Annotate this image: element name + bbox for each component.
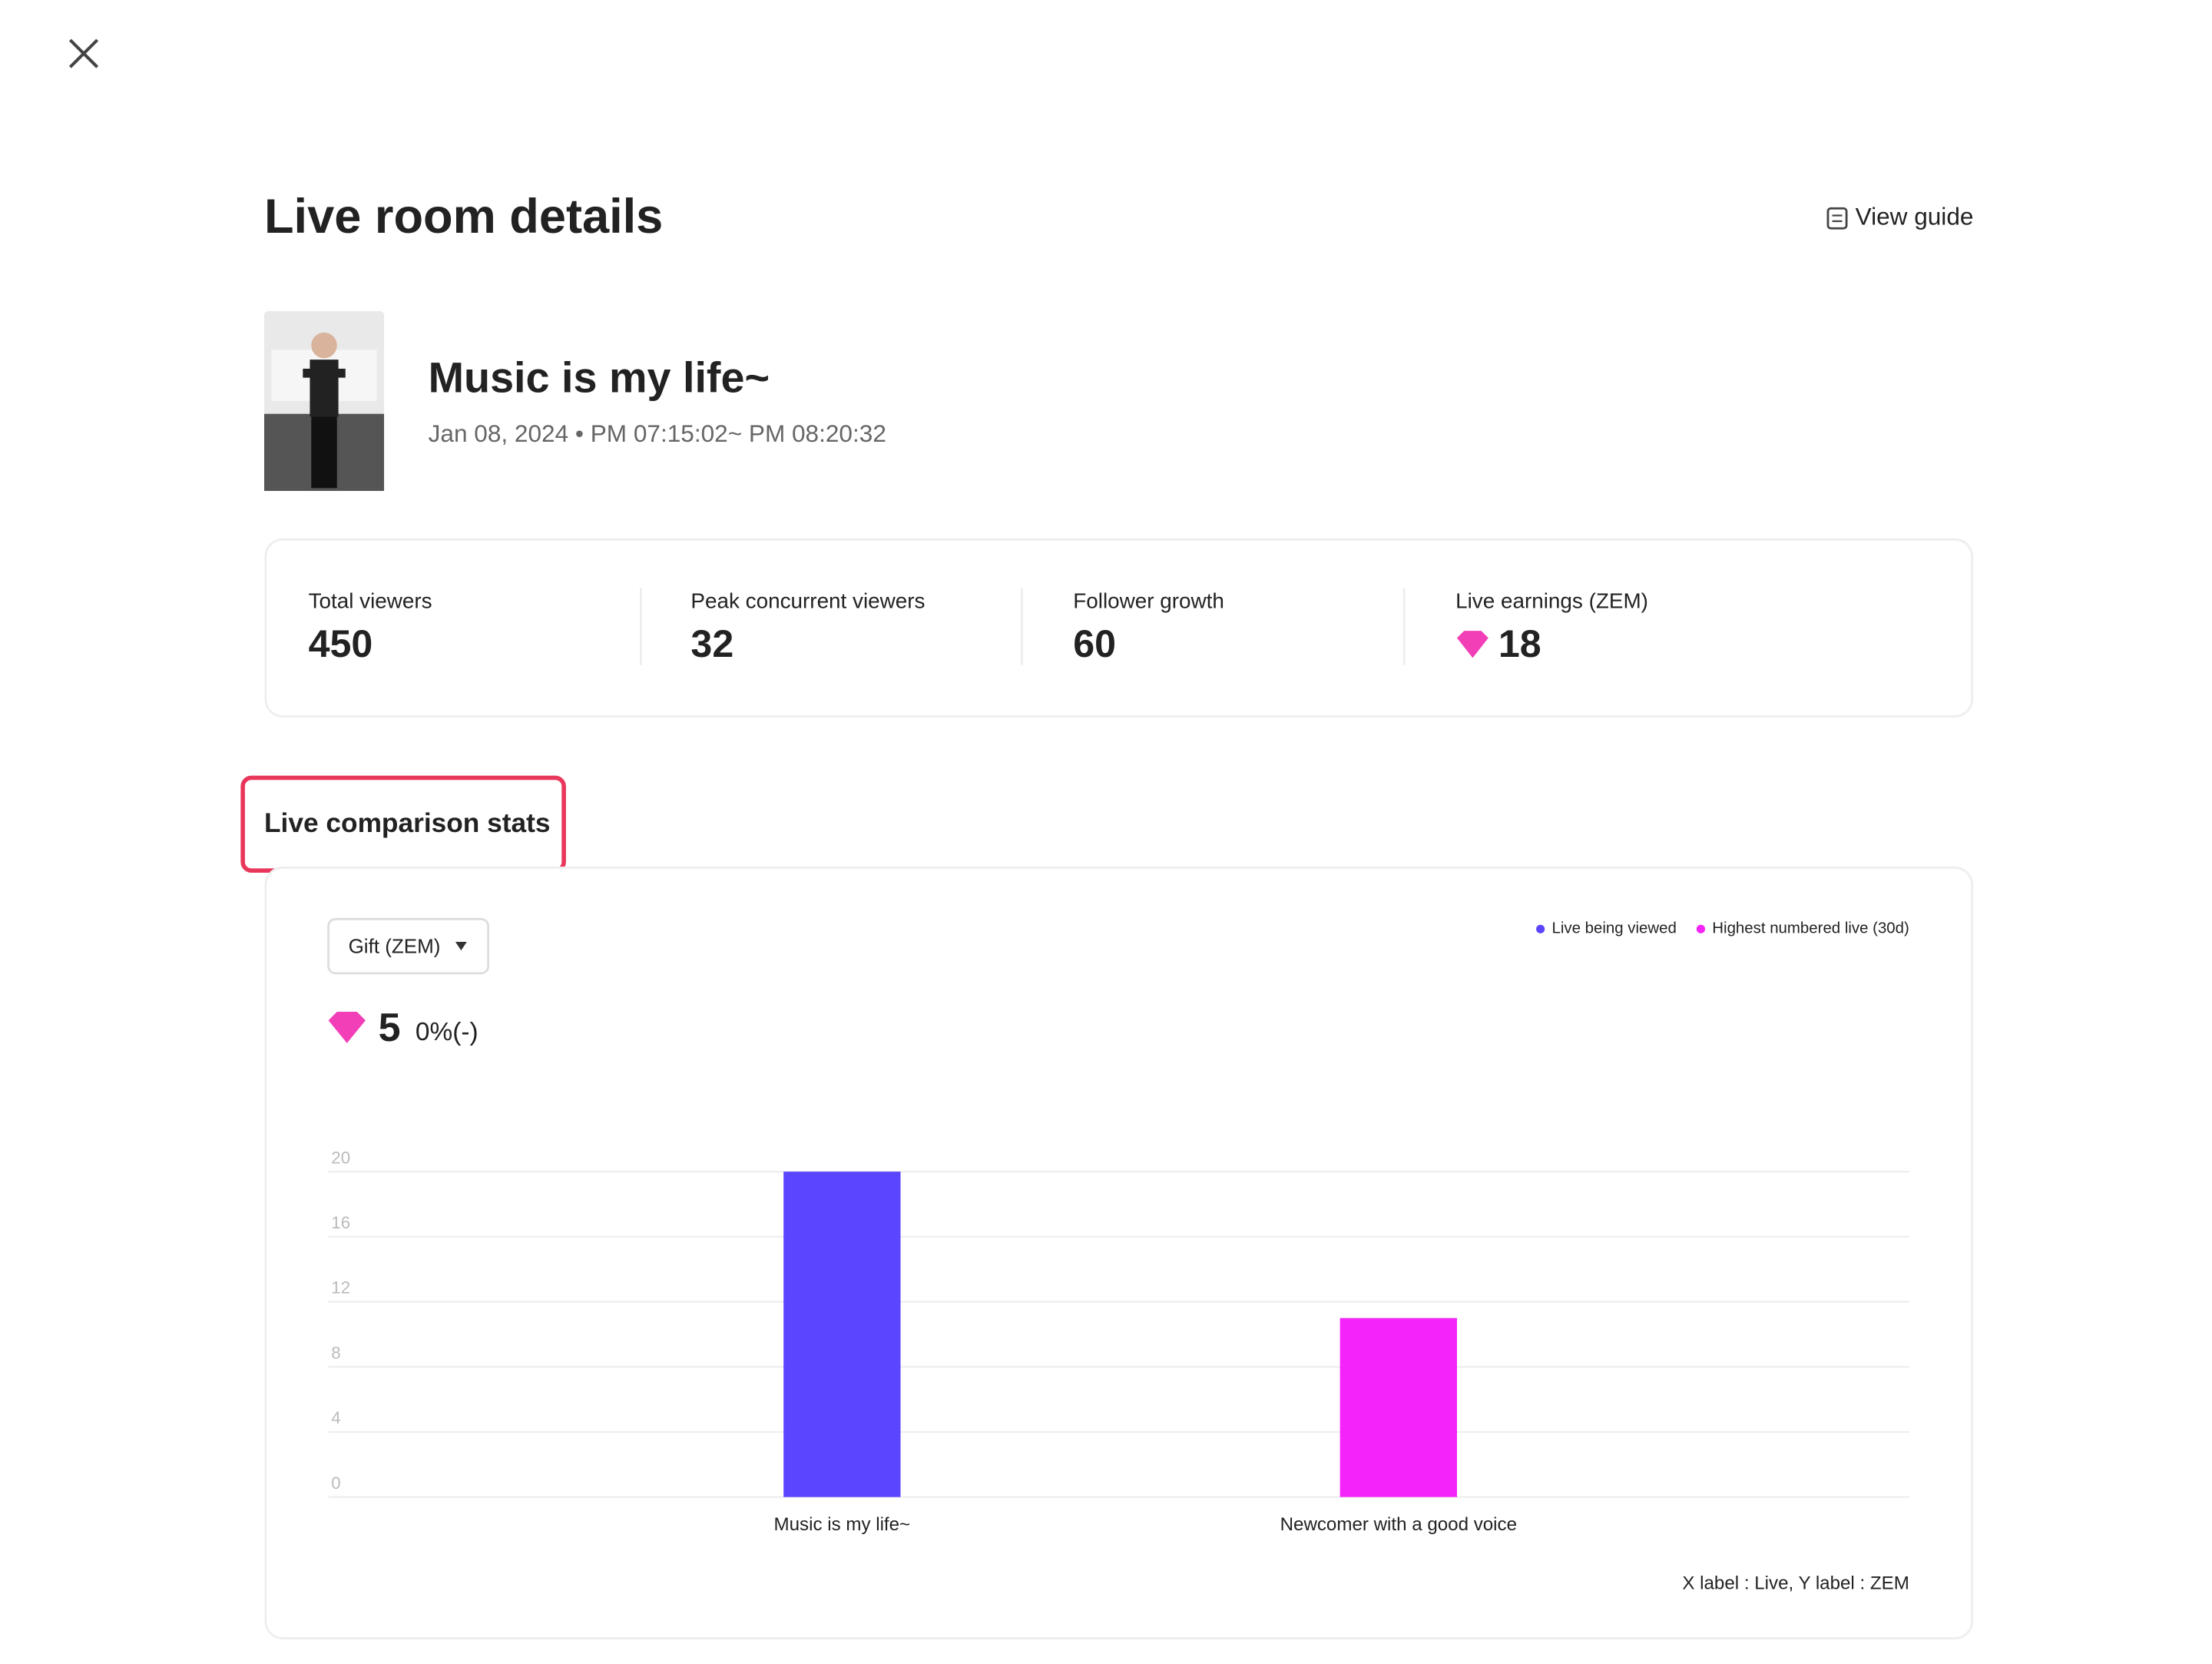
metric-value: 5 [379, 1006, 401, 1050]
y-tick-label: 4 [331, 1408, 340, 1427]
stat-label: Live earnings (ZEM) [1455, 588, 1648, 612]
x-tick-label: Newcomer with a good voice [1280, 1514, 1517, 1535]
legend-dot [1696, 924, 1706, 933]
stat-label: Peak concurrent viewers [690, 588, 925, 612]
section-title: Live comparison stats [264, 808, 551, 838]
thumbnail: ■■■■ [263, 310, 385, 492]
legend-label: Live being viewed [1552, 920, 1677, 937]
stats-dividers [640, 588, 1406, 665]
legend-dot [1536, 924, 1545, 933]
stat-value: 32 [690, 622, 733, 665]
live-title: Music is my life~ [429, 354, 770, 402]
dropdown-label[interactable]: Gift (ZEM) [349, 934, 441, 957]
close-button[interactable] [68, 38, 99, 68]
stat-label: Total viewers [309, 588, 432, 612]
gem-icon [1456, 631, 1488, 658]
bar [1339, 1318, 1457, 1497]
stat-label: Follower growth [1073, 588, 1224, 612]
y-tick-label: 16 [331, 1213, 350, 1232]
y-tick-label: 8 [331, 1343, 340, 1362]
y-tick-label: 12 [331, 1278, 350, 1298]
stats-card [264, 538, 1973, 718]
legend-label: Highest numbered live (30d) [1712, 920, 1909, 937]
page-title: Live room details [264, 190, 663, 244]
view-guide[interactable]: View guide [1826, 203, 1974, 230]
gem-icon [328, 1012, 366, 1043]
x-tick-label: Music is my life~ [774, 1514, 911, 1535]
y-tick-label: 0 [331, 1473, 340, 1493]
chart-card [264, 867, 1973, 1639]
bar [783, 1172, 901, 1497]
metric-dropdown[interactable]: Gift (ZEM) [327, 917, 490, 975]
live-date: Jan 08, 2024 • PM 07:15:02~ PM 08:20:32 [429, 419, 886, 447]
stat-value: 450 [309, 622, 373, 665]
view-guide-label[interactable]: View guide [1856, 203, 1974, 230]
y-tick-label: 20 [331, 1148, 350, 1167]
stat-value: 18 [1498, 622, 1541, 665]
metric-change: 0%(-) [416, 1018, 478, 1046]
stat-value: 60 [1073, 622, 1116, 665]
axis-footnote: X label : Live, Y label : ZEM [1682, 1573, 1909, 1593]
